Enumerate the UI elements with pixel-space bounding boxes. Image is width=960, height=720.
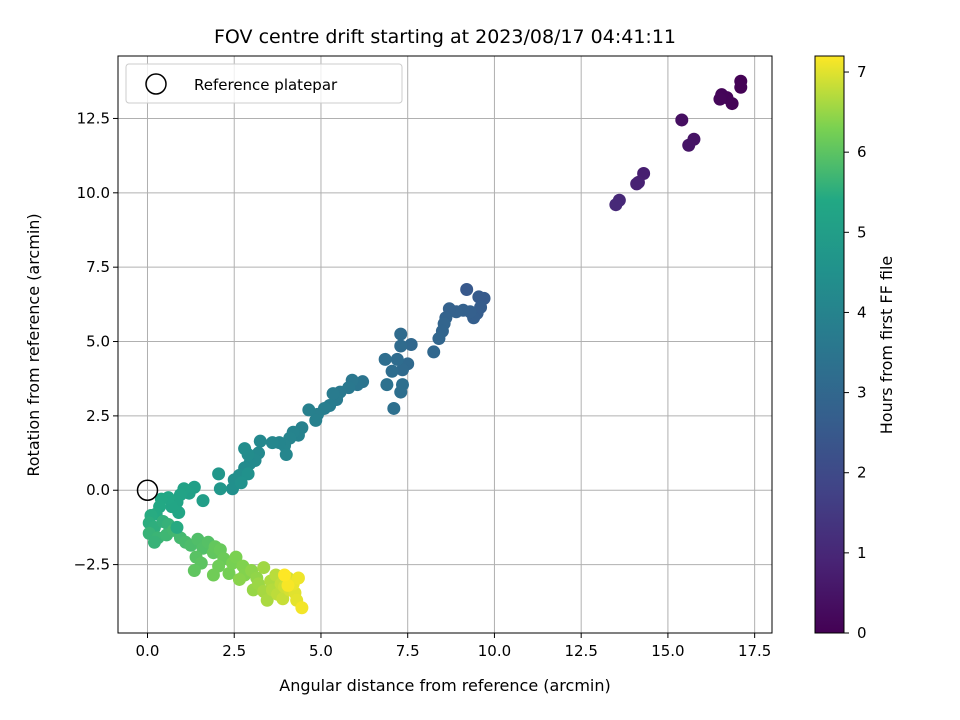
data-point (609, 198, 623, 212)
colorbar-tick-label: 5 (857, 223, 867, 241)
data-point (630, 177, 644, 191)
data-point (394, 385, 408, 399)
legend-entry-reference-platepar: Reference platepar (194, 76, 338, 94)
data-point (378, 352, 392, 366)
data-point (394, 339, 408, 353)
x-axis-ticks: 0.0 2.5 5.0 7.5 10.0 12.5 15.0 17.5 (136, 633, 771, 660)
colorbar: 0 1 2 3 4 5 6 7 Hours from first FF file (814, 55, 896, 642)
y-tick-label: 10.0 (77, 184, 110, 202)
data-point (380, 378, 394, 392)
data-point (385, 364, 399, 378)
x-tick-label: 17.5 (738, 642, 771, 660)
y-axis-ticks: −2.5 0.0 2.5 5.0 7.5 10.0 12.5 (74, 109, 118, 574)
data-point (281, 578, 295, 592)
data-point (395, 363, 409, 377)
y-tick-label: 7.5 (86, 258, 110, 276)
y-tick-label: 2.5 (86, 407, 110, 425)
colorbar-tick-label: 0 (857, 624, 867, 642)
colorbar-tick-label: 4 (857, 303, 867, 321)
grid-lines (118, 56, 772, 633)
data-point (212, 467, 226, 481)
legend-reference-marker (145, 73, 167, 95)
data-point (394, 327, 408, 341)
data-point (238, 442, 252, 456)
data-point (302, 403, 316, 417)
x-tick-label: 10.0 (478, 642, 511, 660)
data-point (326, 387, 340, 401)
data-point (260, 593, 274, 607)
data-point (472, 290, 486, 304)
y-axis-label: Rotation from reference (arcmin) (24, 213, 43, 476)
data-point (279, 448, 293, 462)
data-point (390, 352, 404, 366)
data-point (206, 568, 220, 582)
colorbar-gradient (814, 55, 845, 634)
colorbar-tick-label: 2 (857, 464, 867, 482)
data-point (257, 561, 271, 575)
data-point (253, 434, 267, 448)
data-point (278, 568, 292, 582)
data-point (432, 332, 446, 346)
chart-title: FOV centre drift starting at 2023/08/17 … (214, 26, 676, 48)
data-point (295, 601, 309, 615)
plot-frame (117, 55, 773, 634)
x-tick-label: 12.5 (564, 642, 597, 660)
data-point (309, 413, 323, 427)
x-tick-label: 5.0 (309, 642, 333, 660)
data-point (460, 282, 474, 296)
colorbar-label: Hours from first FF file (877, 256, 896, 435)
reference-marker-layer (136, 479, 159, 501)
x-axis-label: Angular distance from reference (arcmin) (279, 676, 610, 695)
data-point (229, 550, 243, 564)
data-point (404, 338, 418, 351)
data-point (147, 535, 161, 549)
data-point (427, 345, 441, 359)
y-tick-label: −2.5 (74, 556, 110, 574)
y-tick-label: 0.0 (86, 481, 110, 499)
data-point (196, 494, 210, 508)
data-point (234, 476, 248, 490)
y-tick-label: 12.5 (77, 109, 110, 127)
data-point (213, 482, 227, 496)
x-tick-label: 7.5 (396, 642, 420, 660)
data-point (291, 571, 305, 585)
data-point (713, 92, 727, 106)
data-point (170, 520, 184, 534)
colorbar-tick-label: 1 (857, 544, 867, 562)
data-point (232, 572, 246, 586)
data-points (142, 74, 748, 615)
data-point (241, 467, 255, 481)
data-point (675, 113, 689, 127)
colorbar-tick-label: 3 (857, 384, 867, 402)
colorbar-tick-label: 6 (857, 143, 867, 161)
data-point (276, 592, 290, 606)
x-tick-label: 15.0 (651, 642, 684, 660)
legend: Reference platepar (125, 63, 403, 104)
colorbar-ticks: 0 1 2 3 4 5 6 7 (844, 63, 867, 642)
legend-box (125, 63, 403, 104)
data-point (222, 567, 236, 581)
data-point (265, 436, 279, 450)
x-tick-label: 2.5 (222, 642, 246, 660)
colorbar-tick-label: 7 (857, 63, 867, 81)
data-point (682, 138, 696, 152)
data-point (187, 564, 201, 578)
reference-platepar-marker (136, 479, 159, 501)
y-tick-label: 5.0 (86, 333, 110, 351)
x-tick-label: 0.0 (136, 642, 160, 660)
data-point (387, 401, 401, 415)
data-point (734, 80, 748, 94)
